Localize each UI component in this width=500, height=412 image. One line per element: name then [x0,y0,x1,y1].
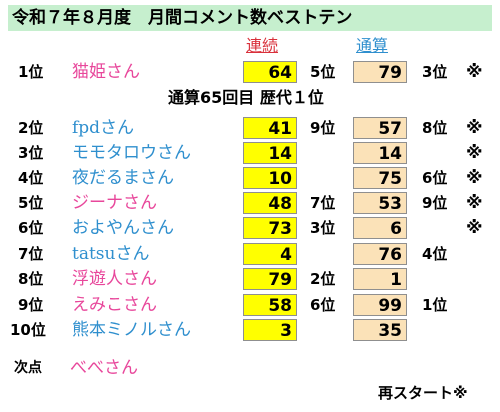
cumulative-count: 75 [353,167,407,189]
member-name: 熊本ミノルさん [72,320,191,340]
consecutive-rank: 5位 [310,63,336,81]
restart-mark: ※ [466,193,483,213]
restart-mark: ※ [466,143,483,163]
header-cumulative: 通算 [356,36,389,55]
cumulative-rank: 9位 [422,194,448,212]
consecutive-count: 41 [243,117,297,139]
cumulative-rank: 3位 [422,63,448,81]
restart-note: 再スタート※ [378,384,468,402]
member-name: 浮遊人さん [72,269,157,289]
member-name: およやんさん [72,218,174,238]
rank-label: 8位 [18,270,44,288]
member-name: 猫姫さん [72,62,140,82]
page-title: 令和７年８月度 月間コメント数ベストテン [12,8,353,28]
member-name: えみこさん [72,295,157,315]
cumulative-rank: 1位 [422,296,448,314]
rank-label: 10位 [10,321,46,339]
cumulative-count: 1 [353,268,407,290]
consecutive-count: 48 [243,192,297,214]
cumulative-count: 35 [353,319,407,341]
cumulative-rank: 6位 [422,169,448,187]
consecutive-count: 14 [243,142,297,164]
consecutive-count: 73 [243,217,297,239]
restart-mark: ※ [466,118,483,138]
cumulative-count: 14 [353,142,407,164]
rank-label: 3位 [18,144,44,162]
cumulative-rank: 4位 [422,245,448,263]
member-name: モモタロウさん [72,143,191,163]
header-consecutive: 連続 [246,36,279,55]
rank-label: 9位 [18,296,44,314]
cumulative-count: 99 [353,294,407,316]
cumulative-count: 79 [353,61,407,83]
restart-mark: ※ [466,218,483,238]
next-name: べべさん [70,358,138,378]
consecutive-count: 4 [243,243,297,265]
member-name: 夜だるまさん [72,168,174,188]
consecutive-count: 79 [243,268,297,290]
consecutive-count: 64 [243,61,297,83]
consecutive-rank: 7位 [310,194,336,212]
consecutive-count: 58 [243,294,297,316]
consecutive-rank: 9位 [310,119,336,137]
cumulative-rank: 8位 [422,119,448,137]
next-label: 次点 [14,360,42,376]
rank-label: 1位 [18,63,44,81]
title-bar [8,5,492,31]
restart-mark: ※ [466,168,483,188]
rank-label: 2位 [18,119,44,137]
consecutive-rank: 2位 [310,270,336,288]
restart-mark: ※ [466,62,483,82]
consecutive-rank: 3位 [310,219,336,237]
rank-label: 7位 [18,245,44,263]
rank-label: 6位 [18,219,44,237]
cumulative-count: 76 [353,243,407,265]
special-note: 通算65回目 歴代１位 [168,88,324,107]
cumulative-count: 6 [353,217,407,239]
cumulative-count: 57 [353,117,407,139]
member-name: ジーナさん [72,193,157,213]
consecutive-count: 3 [243,319,297,341]
member-name: fpdさん [72,118,135,138]
rank-label: 4位 [18,169,44,187]
consecutive-count: 10 [243,167,297,189]
cumulative-count: 53 [353,192,407,214]
member-name: tatsuさん [72,244,150,264]
rank-label: 5位 [18,194,44,212]
consecutive-rank: 6位 [310,296,336,314]
